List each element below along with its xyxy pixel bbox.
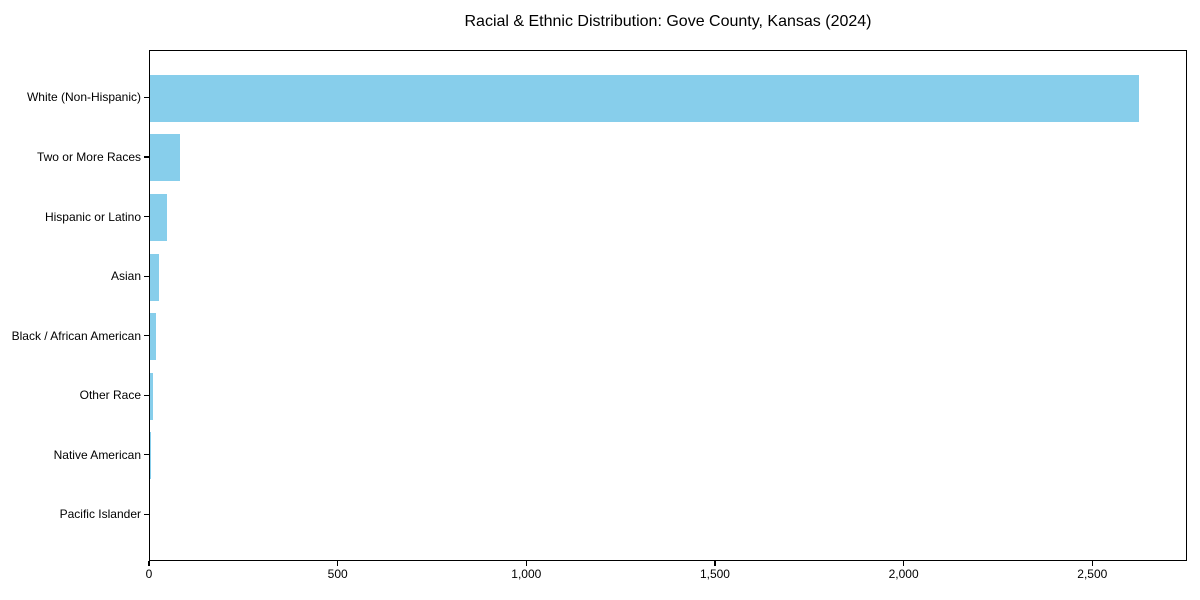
x-tick-0	[148, 561, 150, 566]
y-tick-hispanic-or-latino	[144, 215, 149, 218]
y-tick-black-african-american	[144, 335, 149, 337]
bar-black-african-american	[150, 313, 156, 361]
y-label-pacific-islander: Pacific Islander	[59, 507, 141, 522]
x-tick-label-1000: 1,000	[511, 567, 542, 581]
y-label-asian: Asian	[110, 269, 141, 284]
bar-other-race	[150, 372, 154, 420]
bar-white-non-hispanic	[150, 74, 1139, 122]
x-tick-1000	[525, 561, 527, 566]
bar-asian	[150, 253, 160, 301]
x-tick-label-2500: 2,500	[1077, 567, 1108, 581]
x-tick-1500	[714, 561, 716, 566]
x-tick-500	[337, 561, 339, 566]
y-tick-asian	[144, 275, 149, 277]
y-tick-pacific-islander	[144, 513, 149, 515]
y-tick-other-race	[144, 394, 149, 396]
x-tick-label-1500: 1,500	[699, 567, 730, 581]
x-tick-2000	[903, 561, 905, 566]
y-tick-two-or-more-races	[144, 156, 149, 158]
y-tick-native-american	[144, 454, 149, 456]
y-tick-white-non-hispanic	[144, 96, 149, 98]
bar-native-american	[150, 432, 151, 480]
y-label-black-african-american: Black / African American	[11, 328, 141, 343]
y-label-hispanic-or-latino: Hispanic or Latino	[44, 209, 141, 224]
x-tick-label-500: 500	[327, 567, 348, 581]
x-tick-2500	[1091, 561, 1093, 566]
y-label-two-or-more-races: Two or More Races	[36, 149, 141, 164]
chart-title: Racial & Ethnic Distribution: Gove Count…	[464, 13, 872, 30]
x-tick-label-0: 0	[145, 567, 153, 581]
y-label-native-american: Native American	[53, 447, 141, 462]
bar-two-or-more-races	[150, 134, 181, 182]
x-tick-label-2000: 2,000	[888, 567, 919, 581]
y-label-other-race: Other Race	[79, 388, 141, 403]
bar-hispanic-or-latino	[150, 194, 167, 242]
y-label-white-non-hispanic: White (Non-Hispanic)	[26, 90, 141, 105]
plot-area	[149, 50, 1187, 561]
